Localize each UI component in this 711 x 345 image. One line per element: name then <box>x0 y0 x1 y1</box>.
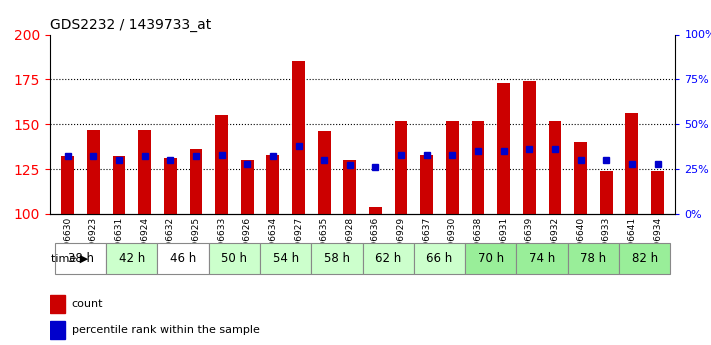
Bar <box>241 160 254 214</box>
Bar <box>651 171 664 214</box>
Bar <box>61 157 74 214</box>
FancyBboxPatch shape <box>363 243 414 274</box>
Text: 46 h: 46 h <box>170 252 196 265</box>
Text: percentile rank within the sample: percentile rank within the sample <box>72 325 260 335</box>
Bar <box>420 155 433 214</box>
Text: 38 h: 38 h <box>68 252 94 265</box>
FancyBboxPatch shape <box>619 243 670 274</box>
Text: GDS2232 / 1439733_at: GDS2232 / 1439733_at <box>50 18 211 32</box>
Text: 50 h: 50 h <box>221 252 247 265</box>
Bar <box>369 207 382 214</box>
Bar <box>267 155 279 214</box>
Bar <box>112 157 125 214</box>
Bar <box>343 160 356 214</box>
Bar <box>190 149 203 214</box>
FancyBboxPatch shape <box>516 243 568 274</box>
Bar <box>50 321 65 339</box>
Text: 42 h: 42 h <box>119 252 145 265</box>
Bar <box>471 121 484 214</box>
Bar <box>292 61 305 214</box>
FancyBboxPatch shape <box>311 243 363 274</box>
Bar <box>395 121 407 214</box>
Bar <box>318 131 331 214</box>
Bar <box>523 81 535 214</box>
Bar <box>164 158 177 214</box>
Text: 62 h: 62 h <box>375 252 402 265</box>
FancyBboxPatch shape <box>414 243 465 274</box>
Text: 58 h: 58 h <box>324 252 350 265</box>
FancyBboxPatch shape <box>209 243 260 274</box>
Text: 66 h: 66 h <box>427 252 453 265</box>
Text: 78 h: 78 h <box>580 252 606 265</box>
Bar <box>548 121 562 214</box>
Bar <box>600 171 613 214</box>
Text: time ▶: time ▶ <box>51 254 88 264</box>
Bar <box>50 295 65 313</box>
FancyBboxPatch shape <box>568 243 619 274</box>
FancyBboxPatch shape <box>157 243 209 274</box>
Bar <box>626 114 638 214</box>
FancyBboxPatch shape <box>260 243 311 274</box>
Bar <box>446 121 459 214</box>
Bar <box>138 130 151 214</box>
FancyBboxPatch shape <box>106 243 157 274</box>
Bar <box>574 142 587 214</box>
FancyBboxPatch shape <box>55 243 106 274</box>
Bar <box>497 83 510 214</box>
Text: 82 h: 82 h <box>631 252 658 265</box>
Text: 70 h: 70 h <box>478 252 504 265</box>
Bar <box>87 130 100 214</box>
Text: count: count <box>72 299 103 309</box>
Text: 74 h: 74 h <box>529 252 555 265</box>
FancyBboxPatch shape <box>465 243 516 274</box>
Bar <box>215 115 228 214</box>
Text: 54 h: 54 h <box>272 252 299 265</box>
